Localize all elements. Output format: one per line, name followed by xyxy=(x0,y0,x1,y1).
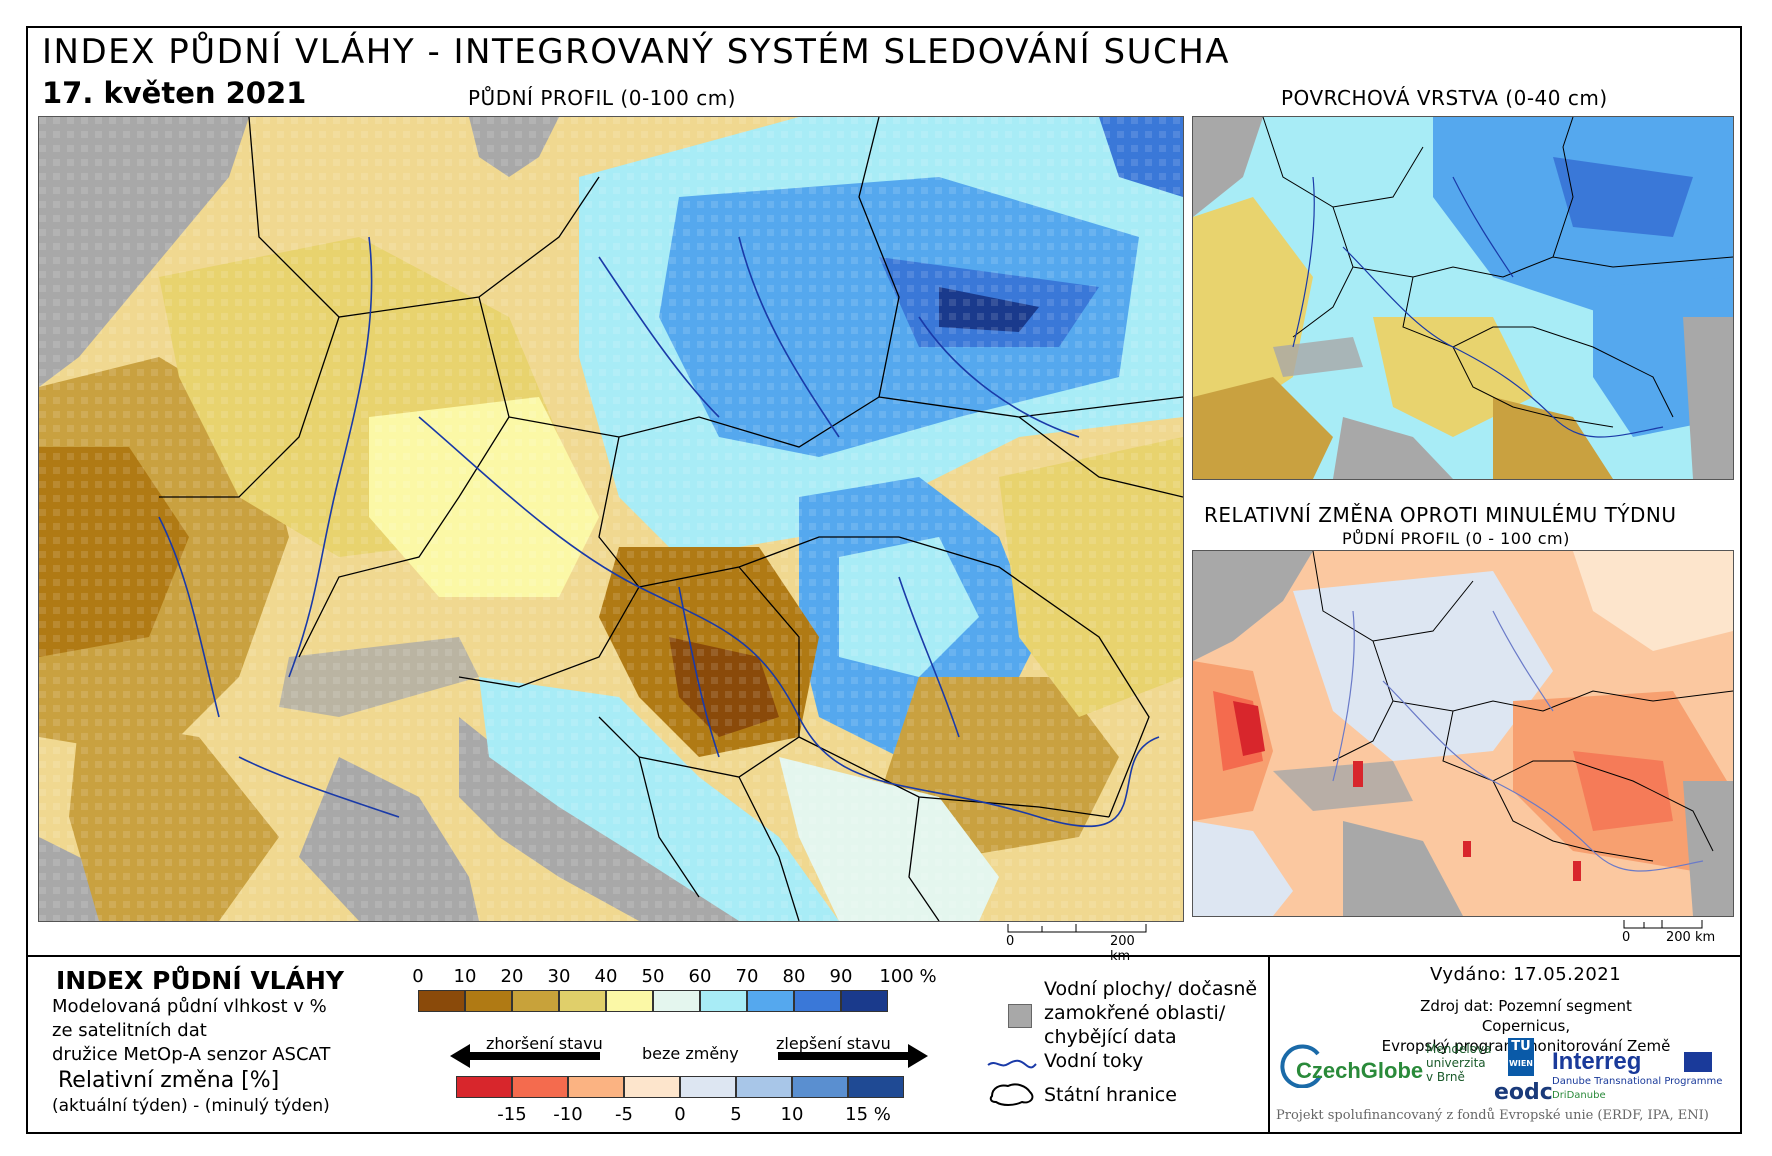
moisture-swatch xyxy=(512,990,559,1012)
change-tick-label: 15 % xyxy=(845,1104,891,1125)
data-source: Zdroj dat: Pozemní segment Copernicus, E… xyxy=(1376,996,1676,1056)
funding-footer: Projekt spolufinancovaný z fondů Evropsk… xyxy=(1276,1108,1709,1123)
interreg-logo: Interreg xyxy=(1552,1048,1642,1075)
source-line-1: Zdroj dat: Pozemní segment Copernicus, xyxy=(1420,997,1632,1035)
change-swatch xyxy=(680,1076,736,1098)
moisture-tick-label: 20 xyxy=(500,966,524,987)
moisture-tick-label: 80 xyxy=(782,966,806,987)
moisture-tick-label: 60 xyxy=(688,966,712,987)
moisture-tick-label: 100 % xyxy=(879,966,937,987)
change-swatch xyxy=(568,1076,624,1098)
change-swatch xyxy=(792,1076,848,1098)
moisture-swatch xyxy=(606,990,653,1012)
change-swatch xyxy=(736,1076,792,1098)
moisture-swatch xyxy=(559,990,606,1012)
moisture-swatch xyxy=(465,990,512,1012)
eodc-logo: eodc xyxy=(1494,1080,1553,1105)
inset-scale-zero: 0 xyxy=(1622,930,1631,945)
surface-layer-map xyxy=(1192,116,1734,480)
moisture-tick-label: 40 xyxy=(594,966,618,987)
main-scale-km: 200 km xyxy=(1110,934,1135,964)
legend-title: INDEX PŮDNÍ VLÁHY xyxy=(56,966,344,995)
mendel-logo: Mendelova univerzita v Brně xyxy=(1426,1042,1491,1084)
moisture-swatch xyxy=(653,990,700,1012)
moisture-color-scale xyxy=(418,990,888,1012)
change-swatch xyxy=(848,1076,904,1098)
mendel-line-2: univerzita xyxy=(1426,1056,1486,1070)
moisture-tick-label: 0 xyxy=(412,966,424,987)
better-label: zlepšení stavu xyxy=(776,1034,891,1053)
moisture-tick-label: 70 xyxy=(735,966,759,987)
main-scale-zero: 0 xyxy=(1006,934,1015,949)
info-divider xyxy=(1268,955,1270,1132)
legend-desc-1: Modelovaná půdní vlhkost v % xyxy=(52,996,327,1017)
change-swatch xyxy=(512,1076,568,1098)
relative-change-sub: (aktuální týden) - (minulý týden) xyxy=(52,1096,330,1116)
main-map-title: PŮDNÍ PROFIL (0-100 cm) xyxy=(468,86,736,110)
main-soil-moisture-map xyxy=(38,116,1184,922)
change-swatch xyxy=(456,1076,512,1098)
nochange-label: beze změny xyxy=(642,1044,739,1063)
river-swatch-icon xyxy=(987,1059,1037,1069)
page-title: INDEX PŮDNÍ VLÁHY - INTEGROVANÝ SYSTÉM S… xyxy=(42,32,1231,72)
legend-desc-3: družice MetOp-A senzor ASCAT xyxy=(52,1044,331,1065)
change-tick-label: -5 xyxy=(615,1104,633,1125)
surface-map-title: POVRCHOVÁ VRSTVA (0-40 cm) xyxy=(1281,86,1608,110)
water-label-1: Vodní plochy/ dočasně xyxy=(1044,978,1258,1000)
borders-label: Státní hranice xyxy=(1044,1084,1177,1106)
moisture-swatch xyxy=(841,990,888,1012)
date-label: 17. květen 2021 xyxy=(42,76,307,110)
inset-scale-km: 200 km xyxy=(1666,930,1716,945)
water-label-3: chybějící data xyxy=(1044,1026,1177,1048)
relative-change-title: Relativní změna [%] xyxy=(58,1068,280,1093)
change-map-title: RELATIVNÍ ZMĚNA OPROTI MINULÉMU TÝDNU xyxy=(1204,503,1677,527)
change-tick-label: 5 xyxy=(730,1104,742,1125)
change-tick-label: -15 xyxy=(497,1104,527,1125)
change-tick-label: 0 xyxy=(674,1104,686,1125)
change-swatch xyxy=(624,1076,680,1098)
water-area-swatch xyxy=(1008,1004,1032,1028)
tu-line-2: WIEN xyxy=(1509,1059,1533,1068)
moisture-tick-label: 90 xyxy=(829,966,853,987)
moisture-swatch xyxy=(747,990,794,1012)
eu-flag-icon xyxy=(1684,1052,1712,1072)
change-color-scale xyxy=(456,1076,904,1098)
change-tick-label: 10 xyxy=(780,1104,804,1125)
dridanube-label: DriDanube xyxy=(1552,1090,1606,1101)
legend-divider xyxy=(28,955,1740,957)
water-label-2: zamokřené oblasti/ xyxy=(1044,1002,1226,1024)
interreg-sub: Danube Transnational Programme xyxy=(1552,1076,1723,1087)
tu-line-1: TU xyxy=(1511,1039,1531,1054)
border-swatch-icon xyxy=(989,1083,1034,1106)
relative-change-map xyxy=(1192,550,1734,917)
trend-arrows xyxy=(450,1044,928,1068)
change-tick-label: -10 xyxy=(553,1104,583,1125)
moisture-swatch xyxy=(700,990,747,1012)
moisture-tick-label: 10 xyxy=(453,966,477,987)
czechglobe-text: CzechGlobe xyxy=(1296,1058,1424,1083)
worse-label: zhoršení stavu xyxy=(486,1034,603,1053)
moisture-swatch xyxy=(418,990,465,1012)
moisture-tick-label: 30 xyxy=(547,966,571,987)
change-map-subtitle: PŮDNÍ PROFIL (0 - 100 cm) xyxy=(1342,529,1570,548)
tu-wien-logo: TU WIEN xyxy=(1508,1038,1534,1076)
legend-desc-2: ze satelitních dat xyxy=(52,1020,207,1041)
rivers-label: Vodní toky xyxy=(1044,1050,1144,1072)
mendel-line-3: v Brně xyxy=(1426,1070,1465,1084)
moisture-swatch xyxy=(794,990,841,1012)
mendel-line-1: Mendelova xyxy=(1426,1042,1492,1056)
issued-date: Vydáno: 17.05.2021 xyxy=(1430,964,1622,985)
moisture-tick-label: 50 xyxy=(641,966,665,987)
